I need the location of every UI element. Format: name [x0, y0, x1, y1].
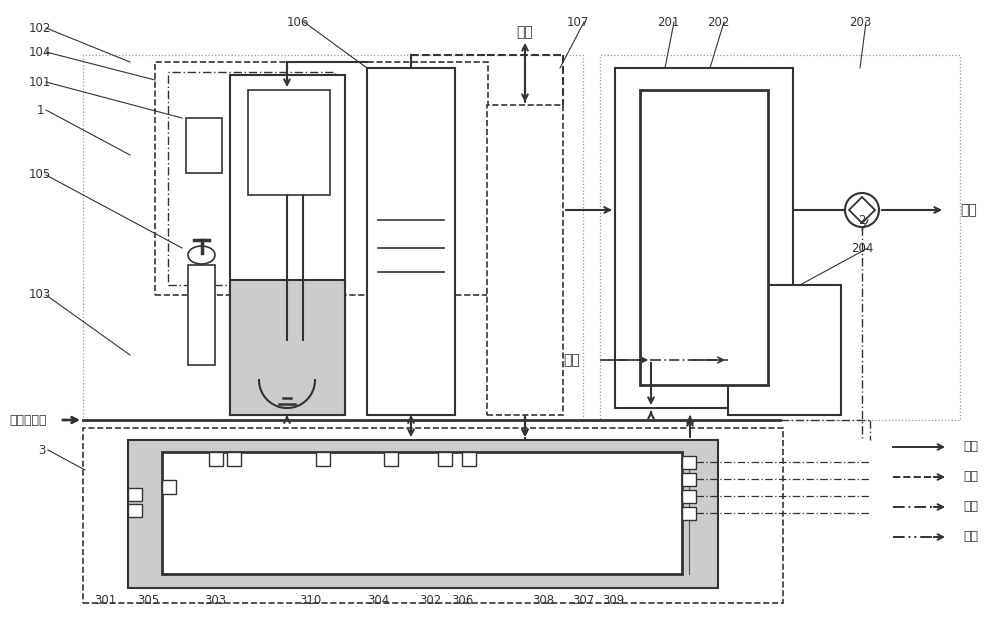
Text: 104: 104 [29, 45, 51, 58]
Text: 泥路: 泥路 [963, 531, 978, 544]
Text: 304: 304 [367, 593, 389, 606]
Text: 107: 107 [567, 16, 589, 29]
Text: 垃圾渗滤液: 垃圾渗滤液 [10, 414, 47, 427]
Text: 202: 202 [707, 16, 729, 29]
Bar [209, 452, 223, 466]
Text: 鼓风: 鼓风 [563, 353, 580, 367]
Bar [367, 68, 455, 415]
Text: 310: 310 [299, 593, 321, 606]
Bar [227, 452, 241, 466]
Text: 电路: 电路 [963, 501, 978, 514]
Text: 309: 309 [602, 593, 624, 606]
Bar [438, 452, 452, 466]
Bar [162, 452, 682, 574]
Bar [162, 480, 176, 494]
Text: 2: 2 [858, 213, 866, 226]
Bar [682, 507, 696, 520]
Text: 301: 301 [94, 593, 116, 606]
Text: 102: 102 [29, 22, 51, 34]
Text: 尾气: 尾气 [517, 25, 533, 39]
Bar [384, 452, 398, 466]
Bar [83, 428, 783, 603]
Text: 101: 101 [29, 75, 51, 88]
Ellipse shape [188, 246, 215, 264]
Bar [168, 72, 335, 285]
Bar [682, 456, 696, 469]
Bar [230, 75, 345, 415]
Bar [155, 62, 488, 295]
Text: 302: 302 [419, 593, 441, 606]
Text: 305: 305 [137, 593, 159, 606]
Bar [128, 504, 142, 517]
Bar [640, 90, 768, 385]
Bar [487, 105, 563, 415]
Bar [682, 490, 696, 503]
Text: 303: 303 [204, 593, 226, 606]
Text: 排水: 排水 [960, 203, 977, 217]
Text: 水路: 水路 [963, 440, 978, 453]
Bar [462, 452, 476, 466]
Text: 气路: 气路 [963, 470, 978, 483]
Text: 204: 204 [851, 241, 873, 254]
Bar [188, 265, 215, 365]
Text: 203: 203 [849, 16, 871, 29]
Circle shape [845, 193, 879, 227]
Bar [186, 118, 222, 173]
Text: 103: 103 [29, 289, 51, 302]
Bar [600, 55, 960, 420]
Text: 307: 307 [572, 593, 594, 606]
Text: 105: 105 [29, 169, 51, 182]
Bar [230, 280, 345, 415]
Bar [316, 452, 330, 466]
Bar [728, 285, 841, 415]
Text: 1: 1 [36, 103, 44, 116]
Text: 201: 201 [657, 16, 679, 29]
Bar [83, 55, 583, 420]
Text: 106: 106 [287, 16, 309, 29]
Bar [682, 473, 696, 486]
Bar [128, 488, 142, 501]
Bar [615, 68, 793, 408]
Bar [128, 440, 718, 588]
Text: 3: 3 [38, 443, 46, 457]
Bar [248, 90, 330, 195]
Text: 306: 306 [451, 593, 473, 606]
Text: 308: 308 [532, 593, 554, 606]
